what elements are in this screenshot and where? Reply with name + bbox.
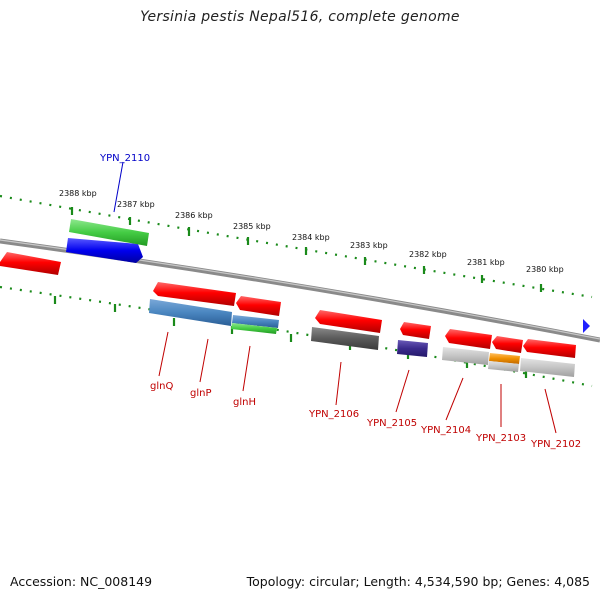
gene-cds[interactable] [492, 336, 523, 353]
blast-hit-orange[interactable] [489, 353, 520, 364]
blast-hit-blue[interactable] [149, 299, 232, 326]
genome-backbone [0, 238, 600, 343]
leader-lines [113, 161, 557, 434]
map-title: Yersinia pestis Nepal516, complete genom… [140, 9, 460, 25]
gene-label-glnp[interactable]: glnP [190, 388, 212, 399]
ruler-tracks [0, 194, 593, 388]
kbp-label: 2386 kbp [175, 211, 213, 220]
kbp-label: 2388 kbp [59, 189, 97, 198]
gene-cds[interactable] [153, 282, 236, 306]
arrow-marker-icon [583, 319, 590, 333]
gene-label-glnh[interactable]: glnH [233, 397, 256, 408]
gene-label-ypn-2106[interactable]: YPN_2106 [308, 409, 359, 420]
gene-labels: YPN_2110 glnQ glnP glnH YPN_2106 YPN_210… [99, 153, 581, 450]
gene-label-glnq[interactable]: glnQ [150, 381, 173, 392]
ruler-ticks-top [70, 207, 543, 292]
blast-hit-light-gray[interactable] [488, 361, 519, 372]
gene-cds[interactable] [0, 252, 61, 275]
blast-hit-light-gray[interactable] [442, 347, 489, 365]
kbp-label: 2385 kbp [233, 222, 271, 231]
blast-hit-blue[interactable] [232, 315, 279, 328]
gene-cds[interactable] [400, 322, 431, 339]
ruler-labels: 2388 kbp 2387 kbp 2386 kbp 2385 kbp 2384… [59, 189, 564, 274]
kbp-label: 2381 kbp [467, 258, 505, 267]
gene-label-ypn-2110[interactable]: YPN_2110 [99, 153, 150, 164]
gene-ypn-2110[interactable] [66, 238, 143, 263]
blast-hit-gray[interactable] [311, 327, 379, 350]
kbp-label: 2383 kbp [350, 241, 388, 250]
cds-reverse-strand [0, 252, 576, 358]
blast-hit-purple[interactable] [397, 340, 428, 357]
gene-cds[interactable] [523, 339, 576, 358]
gene-cds[interactable] [445, 329, 492, 349]
genome-summary-text: Topology: circular; Length: 4,534,590 bp… [246, 574, 590, 589]
gene-label-ypn-2103[interactable]: YPN_2103 [475, 433, 526, 444]
gene-cds[interactable] [315, 310, 382, 333]
kbp-label: 2380 kbp [526, 265, 564, 274]
kbp-label: 2387 kbp [117, 200, 155, 209]
blast-hit-green-top[interactable] [69, 219, 149, 246]
gene-label-ypn-2105[interactable]: YPN_2105 [366, 418, 417, 429]
kbp-label: 2384 kbp [292, 233, 330, 242]
gene-label-ypn-2102[interactable]: YPN_2102 [530, 439, 581, 450]
kbp-label: 2382 kbp [409, 250, 447, 259]
blast-hits [149, 299, 575, 377]
gene-label-ypn-2104[interactable]: YPN_2104 [420, 425, 471, 436]
accession-text: Accession: NC_008149 [10, 574, 153, 589]
blast-hit-green[interactable] [231, 323, 277, 334]
gene-cds[interactable] [236, 296, 281, 316]
blast-hit-light-gray[interactable] [520, 358, 575, 377]
